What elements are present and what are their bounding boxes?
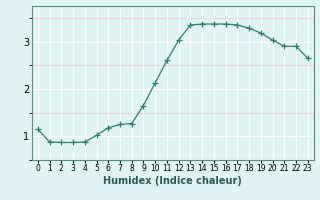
X-axis label: Humidex (Indice chaleur): Humidex (Indice chaleur)	[103, 176, 242, 186]
